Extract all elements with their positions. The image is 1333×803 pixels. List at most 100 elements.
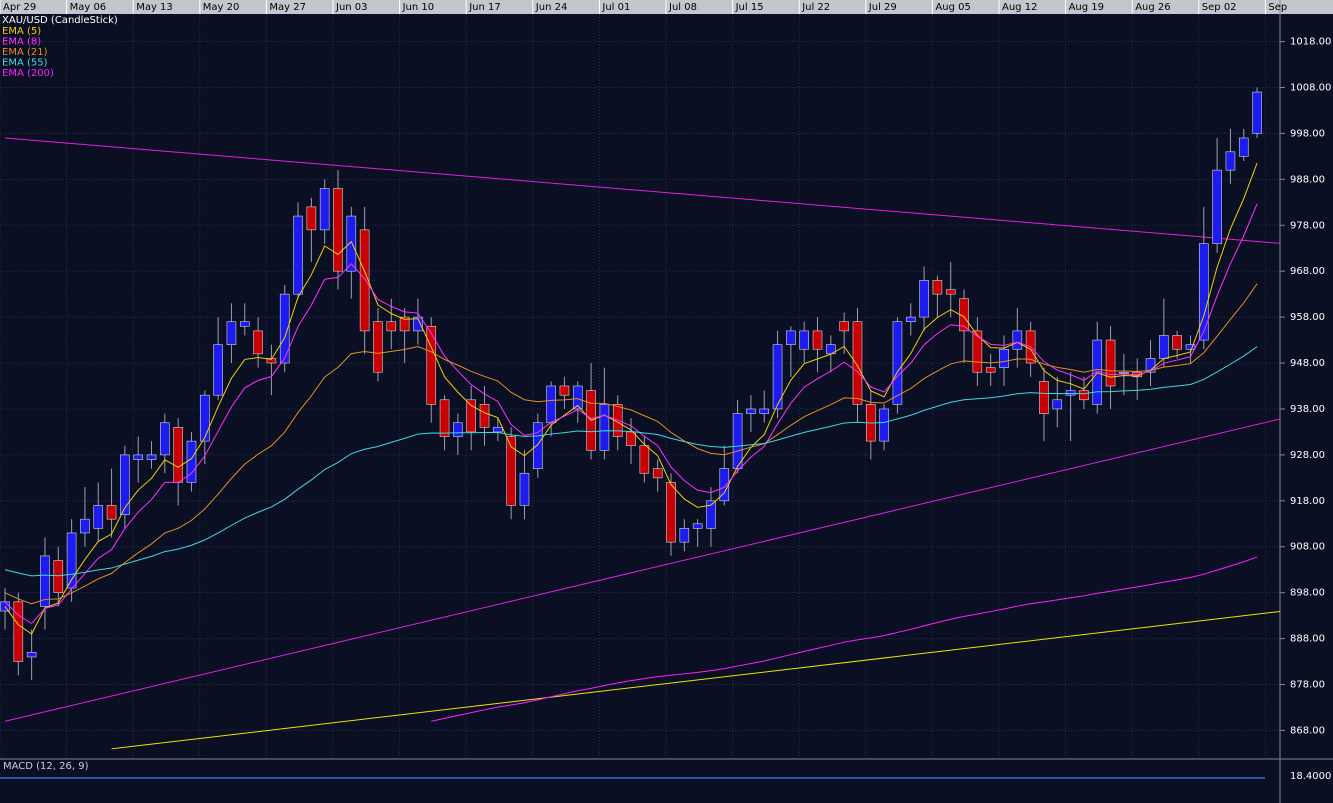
x-tick-label: Jul 15 [735, 2, 764, 13]
candle-body [479, 404, 490, 428]
y-tick-label: 1008.00 [1290, 82, 1331, 93]
x-tick-label: Jul 01 [601, 2, 630, 13]
candle-body [919, 280, 929, 318]
candle-body [319, 188, 330, 231]
trendline [4, 137, 1280, 244]
x-tick-label: Jul 29 [868, 2, 897, 13]
x-tick-label: Jun 03 [335, 2, 368, 13]
candle-body [306, 206, 317, 231]
legend-entry: EMA (200) [2, 68, 54, 79]
candle-body [759, 408, 770, 414]
ema-line [4, 203, 1258, 625]
candle-body [985, 367, 996, 373]
ema-line [431, 556, 1258, 722]
ema-line [4, 283, 1258, 605]
candle-body [972, 330, 983, 373]
candle-body [1212, 169, 1222, 244]
x-tick-label: May 20 [203, 2, 240, 13]
candle-body [1145, 358, 1156, 373]
x-tick-label: Jun 17 [468, 2, 501, 13]
candle-body [146, 454, 157, 460]
candle-body [639, 445, 650, 474]
candle-body [399, 316, 410, 332]
x-tick-label: Sep [1268, 2, 1287, 13]
macd-value: 18.4000 [1290, 771, 1331, 782]
candle-body [666, 482, 676, 543]
candle-body [692, 523, 703, 529]
candle-body [386, 321, 397, 332]
candle-body [559, 385, 570, 396]
y-tick-label: 908.00 [1290, 542, 1325, 553]
candle-body [333, 188, 343, 272]
macd-title: MACD (12, 26, 9) [3, 761, 89, 772]
y-tick-label: 968.00 [1290, 266, 1325, 277]
x-tick-label: Aug 12 [1002, 2, 1037, 13]
legend-entry: XAU/USD (CandleStick) [2, 15, 118, 26]
candle-body [1199, 243, 1209, 341]
candle-body [439, 399, 450, 437]
candle-body [66, 532, 77, 589]
candle-body [200, 394, 210, 442]
legend-entry: EMA (5) [2, 26, 41, 37]
labels: 868.00 878.00 888.00 898.00 908.00 918.00 928.… [0, 0, 1331, 736]
candle-body [426, 325, 437, 405]
trendline [4, 418, 1280, 722]
y-tick-label: 918.00 [1290, 496, 1325, 507]
y-tick-label: 938.00 [1290, 404, 1325, 415]
candle-body [652, 468, 663, 479]
candle-body [812, 330, 823, 350]
legend-entry: EMA (21) [2, 47, 48, 58]
y-tick-label: 958.00 [1290, 312, 1325, 323]
x-tick-label: Aug 26 [1135, 2, 1170, 13]
candle-body [239, 321, 250, 327]
x-tick-label: Jul 22 [801, 2, 830, 13]
legend-entry: EMA (8) [2, 37, 41, 48]
candle-body [892, 321, 903, 405]
y-tick-label: 998.00 [1290, 128, 1325, 139]
x-tick-label: Apr 29 [3, 2, 36, 13]
x-tick-label: Sep 02 [1202, 2, 1237, 13]
candle-body [532, 422, 543, 469]
candle-body [852, 321, 863, 405]
candle-body [1079, 390, 1089, 401]
x-tick-label: Jul 08 [668, 2, 697, 13]
candle-body [1252, 91, 1262, 134]
x-tick-label: May 13 [136, 2, 173, 13]
candle-body [93, 505, 104, 529]
candle-body [905, 316, 916, 323]
y-tick-label: 1018.00 [1290, 37, 1331, 48]
candle-body [160, 422, 170, 456]
candle-body [53, 560, 64, 593]
y-tick-label: 888.00 [1290, 634, 1325, 645]
y-tick-label: 988.00 [1290, 174, 1325, 185]
candle-body [186, 440, 197, 483]
candle-body [373, 321, 383, 373]
candle-body [466, 399, 477, 433]
y-tick-label: 948.00 [1290, 358, 1325, 369]
plot [0, 87, 1280, 750]
candle-body [506, 436, 516, 506]
candle-body [413, 316, 423, 332]
x-tick-label: Aug 19 [1069, 2, 1104, 13]
candle-body [1039, 381, 1049, 414]
candle-body [1172, 335, 1182, 350]
candle-body [253, 330, 263, 355]
candle-body [1119, 371, 1129, 374]
x-tick-label: May 06 [70, 2, 107, 13]
candle-body [346, 215, 357, 272]
candle-body [1185, 344, 1196, 350]
candle-body [1065, 390, 1076, 396]
y-tick-label: 898.00 [1290, 588, 1325, 599]
x-tick-label: May 27 [269, 2, 306, 13]
candle-body [879, 408, 889, 442]
candle-body [786, 330, 796, 345]
candle-body [40, 555, 50, 607]
trendline [111, 610, 1280, 750]
candle-body [679, 528, 690, 543]
candle-body [999, 348, 1009, 368]
candle-body [279, 293, 290, 364]
y-tick-label: 868.00 [1290, 725, 1325, 736]
candle-body [1238, 137, 1249, 157]
